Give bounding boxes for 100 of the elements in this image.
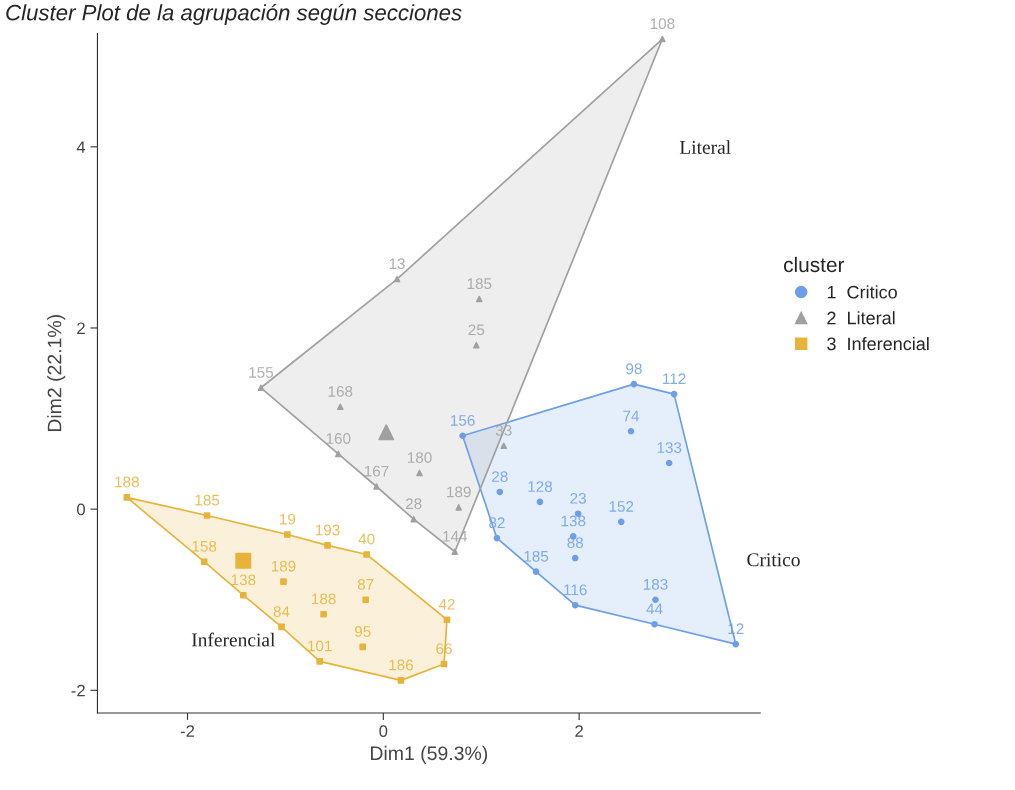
annotation: 152 (609, 501, 634, 512)
chart-title: Cluster Plot de la agrupación según secciones (6, 3, 462, 25)
annotation: 25 (468, 324, 485, 336)
point (123, 494, 131, 501)
annotation: Inferencial (191, 632, 276, 647)
annotation: 193 (315, 524, 340, 536)
annotation: 189 (447, 486, 471, 498)
annotation: 188 (312, 593, 336, 605)
annotation: 167 (364, 465, 389, 477)
legend-label: 3 Inferencial (827, 337, 929, 351)
point (532, 568, 540, 575)
point (416, 469, 423, 477)
annotation: 186 (389, 659, 414, 671)
point (316, 658, 323, 665)
point (235, 552, 252, 569)
point (203, 512, 211, 519)
point (536, 498, 544, 506)
annotation: 128 (528, 481, 553, 492)
annotation: 185 (467, 278, 492, 290)
point (659, 35, 666, 43)
point (571, 601, 579, 609)
annotation: 23 (570, 492, 586, 504)
point (240, 591, 247, 599)
annotation: 112 (663, 373, 686, 384)
y-axis-title: Dim2 (22.1%) (47, 315, 66, 432)
point (451, 548, 459, 556)
annotation: 44 (646, 603, 663, 615)
point (378, 424, 395, 441)
y-tick-label: 2 (77, 322, 85, 335)
annotation: 108 (650, 18, 675, 30)
point (475, 295, 483, 303)
annotation: 74 (623, 410, 640, 422)
annotation: 133 (657, 442, 682, 453)
annotation: Critico (747, 553, 800, 567)
legend-label: 1 Critico (827, 285, 897, 299)
point (393, 275, 401, 283)
annotation: 13 (389, 258, 405, 270)
annotation: 138 (231, 574, 256, 586)
point (278, 623, 285, 631)
annotation: 116 (564, 584, 587, 596)
point (670, 390, 678, 398)
annotation: 160 (326, 433, 351, 444)
point (397, 677, 405, 684)
point (571, 554, 579, 562)
point (324, 542, 331, 549)
point (500, 442, 508, 450)
annotation: 185 (195, 494, 220, 506)
point (410, 515, 417, 523)
annotation: Literal (679, 140, 731, 154)
annotation: 42 (438, 598, 455, 610)
point (443, 616, 451, 623)
point (334, 450, 342, 458)
annotation: 188 (115, 476, 139, 488)
point (627, 427, 635, 435)
legend-title: cluster (784, 256, 845, 273)
point (359, 643, 367, 651)
y-tick-label: 4 (76, 141, 86, 153)
point (363, 551, 370, 558)
annotation: 98 (626, 363, 642, 375)
point (473, 341, 480, 349)
annotation: 168 (328, 386, 353, 397)
point (665, 459, 673, 467)
point (496, 488, 504, 496)
annotation: 88 (567, 537, 584, 549)
legend-label: 2 Literal (827, 311, 895, 325)
point (373, 483, 380, 490)
y-tick-label: -2 (71, 684, 85, 697)
annotation: 28 (492, 471, 508, 482)
annotation: 84 (273, 606, 290, 617)
point (336, 403, 344, 411)
point (732, 640, 740, 648)
x-axis-title: Dim1 (59.3%) (371, 745, 488, 764)
annotation: 185 (524, 550, 549, 562)
point (493, 534, 501, 542)
point (280, 578, 287, 585)
annotation: 155 (249, 367, 274, 378)
annotation: 40 (358, 533, 375, 545)
annotation: 28 (405, 498, 422, 510)
x-tick-label: 0 (379, 725, 388, 738)
annotation: 101 (308, 640, 332, 652)
annotation: 156 (451, 415, 475, 426)
annotation: 138 (561, 515, 586, 527)
annotation: 87 (357, 578, 374, 590)
point (284, 531, 291, 538)
point (362, 596, 369, 604)
point (257, 384, 265, 392)
annotation: 189 (271, 560, 296, 572)
annotation: 95 (354, 626, 371, 637)
point (651, 620, 658, 628)
annotation: 183 (643, 578, 668, 590)
point (617, 518, 625, 526)
annotation: 158 (192, 540, 217, 552)
x-tick-label: 2 (575, 725, 583, 737)
point (459, 432, 466, 440)
point (455, 504, 462, 511)
annotation: 180 (407, 452, 432, 463)
x-tick-label: -2 (180, 725, 195, 737)
point (200, 558, 208, 565)
point (630, 380, 638, 388)
y-tick-label: 0 (77, 503, 85, 516)
